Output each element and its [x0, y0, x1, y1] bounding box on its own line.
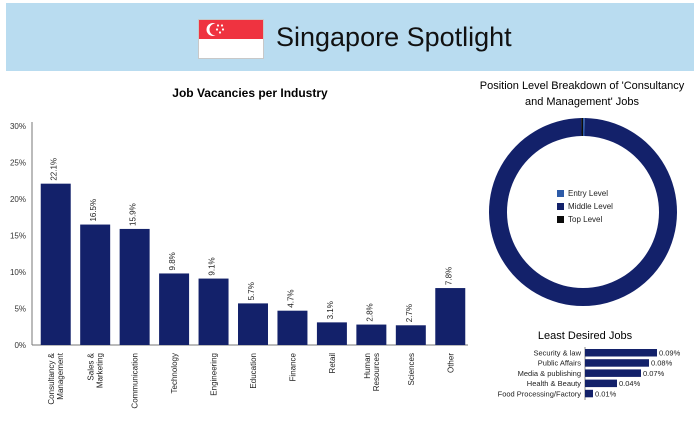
x-tick-label-line: Marketing [96, 353, 105, 388]
hbar [585, 349, 657, 357]
bar-value-label: 3.1% [326, 301, 335, 319]
y-tick-label: 0% [14, 341, 26, 350]
header-banner: Singapore Spotlight [6, 3, 694, 71]
x-tick-label-line: Communication [131, 353, 140, 409]
hbar-category-label: Security & law [533, 349, 581, 358]
hbar [585, 359, 649, 367]
bar-chart-title: Job Vacancies per Industry [172, 86, 328, 100]
hbar-value-label: 0.01% [595, 389, 617, 398]
legend-swatch [557, 190, 564, 197]
y-tick-label: 5% [14, 305, 26, 314]
donut-slice [581, 118, 583, 137]
legend-swatch [557, 203, 564, 210]
x-tick-label: Communication [131, 353, 140, 409]
least-desired-title: Least Desired Jobs [537, 330, 633, 342]
bar-value-label: 2.8% [365, 303, 374, 321]
bar [395, 325, 426, 345]
hbar-category-label: Media & publishing [518, 369, 581, 378]
bar [277, 310, 308, 345]
x-tick-label: Sciences [407, 353, 416, 385]
bar-value-label: 5.7% [247, 282, 256, 300]
x-tick-label: Retail [328, 353, 337, 374]
x-tick-label: Human Resources [363, 353, 381, 391]
legend-label: Entry Level [568, 189, 608, 198]
y-tick-label: 20% [10, 195, 26, 204]
hbar [585, 369, 641, 377]
x-tick-label-line: Resources [372, 353, 381, 391]
bar-value-label: 2.7% [405, 304, 414, 322]
bar [159, 273, 190, 345]
position-level-donut-chart: Entry Level Middle Level Top Level [489, 118, 677, 307]
x-tick-label-line: Finance [288, 352, 297, 381]
hbar-value-label: 0.08% [651, 359, 673, 368]
x-tick-label: Other [446, 353, 455, 373]
x-tick-label-line: Sales & [87, 352, 96, 380]
least-desired-bar-chart: Security & law 0.09% Public Affairs 0.08% Me… [498, 347, 681, 400]
y-tick-label: 30% [10, 122, 26, 131]
hbar-category-label: Public Affairs [538, 359, 581, 368]
bar-value-label: 22.1% [50, 158, 59, 181]
x-tick-label-line: Consultancy & [47, 352, 56, 404]
x-tick-label-line: Engineering [210, 353, 219, 396]
x-tick-label: Education [249, 353, 258, 389]
singapore-flag-icon [198, 19, 264, 59]
bar-value-label: 7.8% [444, 267, 453, 285]
job-vacancies-bar-chart: 0% 5% 10% 15% 20% 25% 30% 22.1% Consultancy & Man… [10, 122, 468, 409]
bar [80, 224, 111, 345]
hbar-category-label: Health & Beauty [527, 379, 581, 388]
hbar-category-label: Food Processing/Factory [498, 389, 582, 398]
donut-slice [583, 118, 585, 137]
x-tick-label-line: Management [56, 352, 65, 399]
bar [40, 183, 71, 345]
donut-slice [489, 118, 677, 307]
bar-value-label: 9.1% [208, 257, 217, 275]
x-tick-label-line: Sciences [407, 353, 416, 385]
page-title: Singapore Spotlight [276, 22, 512, 52]
bar [356, 324, 387, 345]
crescent-stars-icon [206, 23, 225, 36]
y-tick-label: 25% [10, 159, 26, 168]
x-tick-label: Finance [288, 352, 297, 381]
legend-label: Top Level [568, 215, 602, 224]
legend-swatch [557, 216, 564, 223]
x-tick-label-line: Technology [170, 353, 179, 393]
hbar-value-label: 0.04% [619, 379, 641, 388]
x-tick-label: Technology [170, 353, 179, 393]
x-tick-label: Sales & Marketing [87, 352, 105, 388]
hbar [585, 389, 593, 398]
bar [119, 228, 150, 345]
x-tick-label: Engineering [210, 353, 219, 396]
hbar [585, 379, 617, 388]
bar [198, 278, 229, 345]
x-tick-label-line: Retail [328, 353, 337, 374]
bar-value-label: 9.8% [168, 252, 177, 270]
hbar-value-label: 0.09% [659, 349, 681, 358]
x-tick-label-line: Education [249, 353, 258, 389]
bar [238, 303, 268, 345]
bar-value-label: 4.7% [286, 289, 295, 307]
y-tick-label: 10% [10, 268, 26, 277]
y-tick-label: 15% [10, 232, 26, 241]
x-tick-label-line: Other [446, 353, 455, 373]
x-tick-label: Consultancy & Management [47, 352, 65, 404]
bar-value-label: 16.5% [89, 199, 98, 222]
bar-value-label: 15.9% [129, 203, 138, 226]
bar [316, 322, 347, 345]
bar [435, 288, 466, 345]
hbar-value-label: 0.07% [643, 369, 665, 378]
x-tick-label-line: Human [363, 353, 372, 379]
donut-chart-title: Position Level Breakdown of 'Consultancy… [479, 80, 685, 108]
legend-label: Middle Level [568, 202, 613, 211]
